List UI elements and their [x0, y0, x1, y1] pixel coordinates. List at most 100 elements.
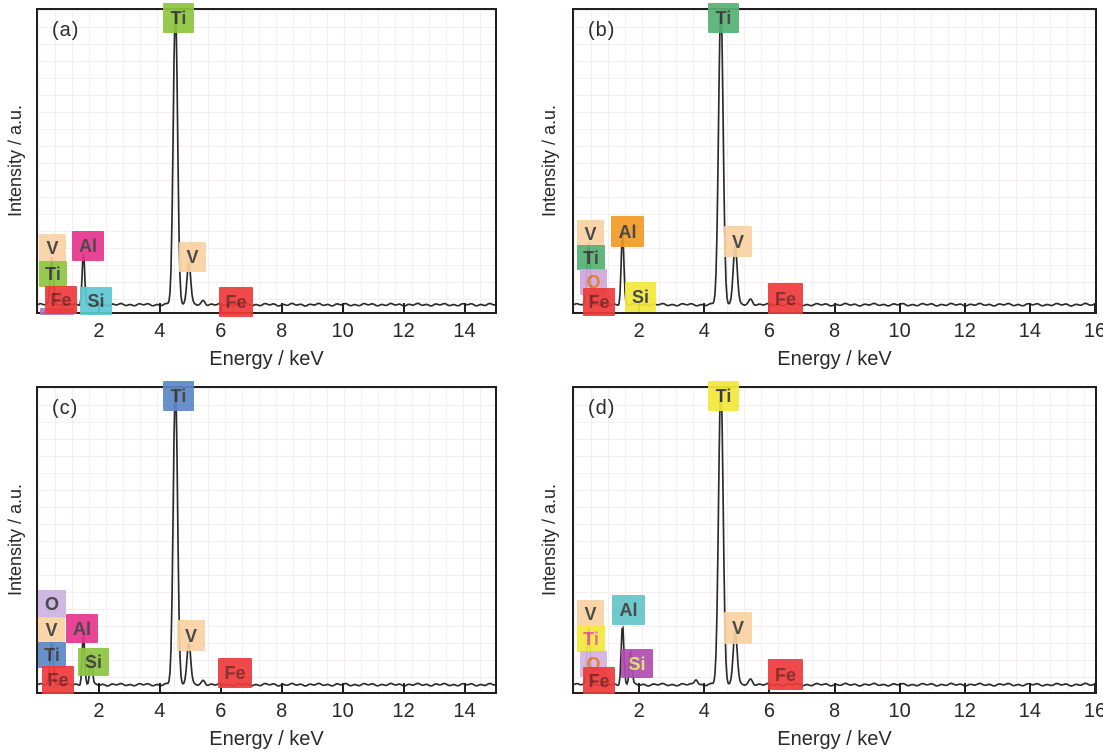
element-badge-fe: Fe: [42, 666, 74, 694]
element-badge-v: V: [39, 234, 66, 262]
element-badge-al: Al: [72, 231, 104, 261]
x-tick-label: 4: [698, 320, 710, 342]
x-tick-mark: [638, 683, 641, 692]
x-tick-label: 12: [392, 320, 415, 342]
x-tick-mark: [833, 303, 836, 312]
x-tick-label: 6: [215, 320, 227, 342]
element-badge-si: Si: [625, 282, 656, 312]
panel-label: (c): [52, 397, 79, 419]
x-tick-mark: [463, 303, 466, 312]
x-tick-mark: [963, 683, 966, 692]
element-badge-v: V: [577, 220, 604, 247]
element-badge-al: Al: [66, 614, 98, 643]
x-tick-label: 12: [953, 700, 976, 722]
element-badge-si: Si: [621, 649, 653, 678]
element-badge-v: V: [577, 600, 604, 627]
x-tick-label: 8: [828, 320, 841, 342]
x-axis-title: Energy / keV: [209, 348, 324, 370]
plot-area: (a) V Ti Fe Al Si Ti V Fe: [36, 3, 497, 317]
x-tick-mark: [402, 303, 405, 312]
x-tick-mark: [158, 303, 161, 312]
x-tick-label: 2: [93, 320, 105, 342]
x-tick-label: 8: [276, 320, 288, 342]
x-tick-mark: [463, 683, 466, 692]
plot-area: (b) V Ti O Fe Al Si Ti V Fe: [572, 3, 1097, 316]
element-badge-ti: Ti: [163, 3, 194, 33]
x-tick-label: 6: [763, 700, 775, 722]
spectrum-curve: [38, 10, 495, 307]
element-badge-fe: Fe: [219, 287, 253, 317]
x-tick-label: 8: [828, 700, 841, 722]
x-tick-mark: [833, 683, 836, 692]
element-badge-fe: Fe: [583, 667, 615, 694]
x-tick-label: 2: [633, 320, 645, 342]
element-badge-ti: Ti: [708, 3, 739, 33]
x-tick-label: 6: [215, 700, 227, 722]
element-badge-ti: Ti: [577, 626, 605, 652]
plot-area: (d) V Ti O Fe Al Si Ti V Fe: [572, 381, 1097, 694]
panel-label: (d): [588, 397, 616, 419]
x-tick-mark: [280, 303, 283, 312]
x-tick-label: 2: [633, 700, 645, 722]
element-badge-fe: Fe: [583, 288, 615, 316]
spectrum-curve: [38, 388, 495, 687]
x-tick-mark: [341, 303, 344, 312]
spectrum-curve: [574, 389, 1095, 687]
x-tick-label: 14: [453, 320, 476, 342]
x-tick-mark: [341, 683, 344, 692]
x-tick-label: 8: [276, 700, 288, 722]
element-badge-al: Al: [611, 216, 644, 247]
x-tick-label: 10: [331, 700, 354, 722]
x-tick-label: 10: [888, 700, 911, 722]
element-badge-v: V: [38, 617, 65, 643]
x-tick-mark: [1028, 303, 1031, 312]
y-axis-title: Intensity / a.u.: [539, 483, 559, 597]
element-badge-fe: Fe: [45, 286, 77, 314]
x-tick-mark: [1094, 303, 1096, 312]
x-tick-mark: [898, 303, 901, 312]
x-tick-mark: [402, 683, 405, 692]
x-axis-title: Energy / keV: [209, 728, 324, 750]
element-badge-ti: Ti: [163, 381, 194, 411]
element-badge-fe: Fe: [768, 283, 803, 314]
panel-label: (a): [52, 19, 80, 41]
x-tick-label: 10: [331, 320, 354, 342]
x-axis-title: Energy / keV: [777, 728, 892, 750]
element-badge-al: Al: [612, 595, 645, 625]
x-tick-mark: [898, 683, 901, 692]
x-tick-label: 16: [1083, 700, 1103, 722]
element-badge-v: V: [179, 242, 206, 272]
x-tick-label: 12: [392, 700, 415, 722]
panel-label: (b): [588, 19, 616, 41]
x-tick-mark: [703, 683, 706, 692]
x-tick-mark: [963, 303, 966, 312]
x-tick-mark: [1094, 683, 1096, 692]
x-tick-label: 6: [763, 320, 775, 342]
x-tick-mark: [97, 683, 100, 692]
x-tick-label: 4: [698, 700, 710, 722]
x-tick-label: 14: [453, 700, 476, 722]
element-badge-o: O: [38, 590, 66, 618]
element-badge-si: Si: [80, 287, 112, 315]
element-badge-v: V: [177, 620, 205, 651]
element-badge-ti: Ti: [577, 245, 605, 270]
element-badge-fe: Fe: [218, 658, 252, 688]
x-tick-label: 4: [154, 700, 166, 722]
element-badge-si: Si: [78, 648, 109, 676]
element-badge-v: V: [724, 612, 752, 644]
element-badge-fe: Fe: [768, 659, 803, 690]
x-tick-mark: [280, 683, 283, 692]
x-tick-mark: [703, 303, 706, 312]
x-tick-label: 14: [1018, 320, 1041, 342]
x-tick-label: 12: [953, 320, 976, 342]
element-badge-ti: Ti: [708, 381, 739, 411]
x-tick-label: 16: [1083, 320, 1103, 342]
plot-area: (c) O V Ti Fe Al Si Ti V Fe: [36, 381, 497, 694]
x-tick-label: 10: [888, 320, 911, 342]
x-tick-label: 2: [93, 700, 105, 722]
